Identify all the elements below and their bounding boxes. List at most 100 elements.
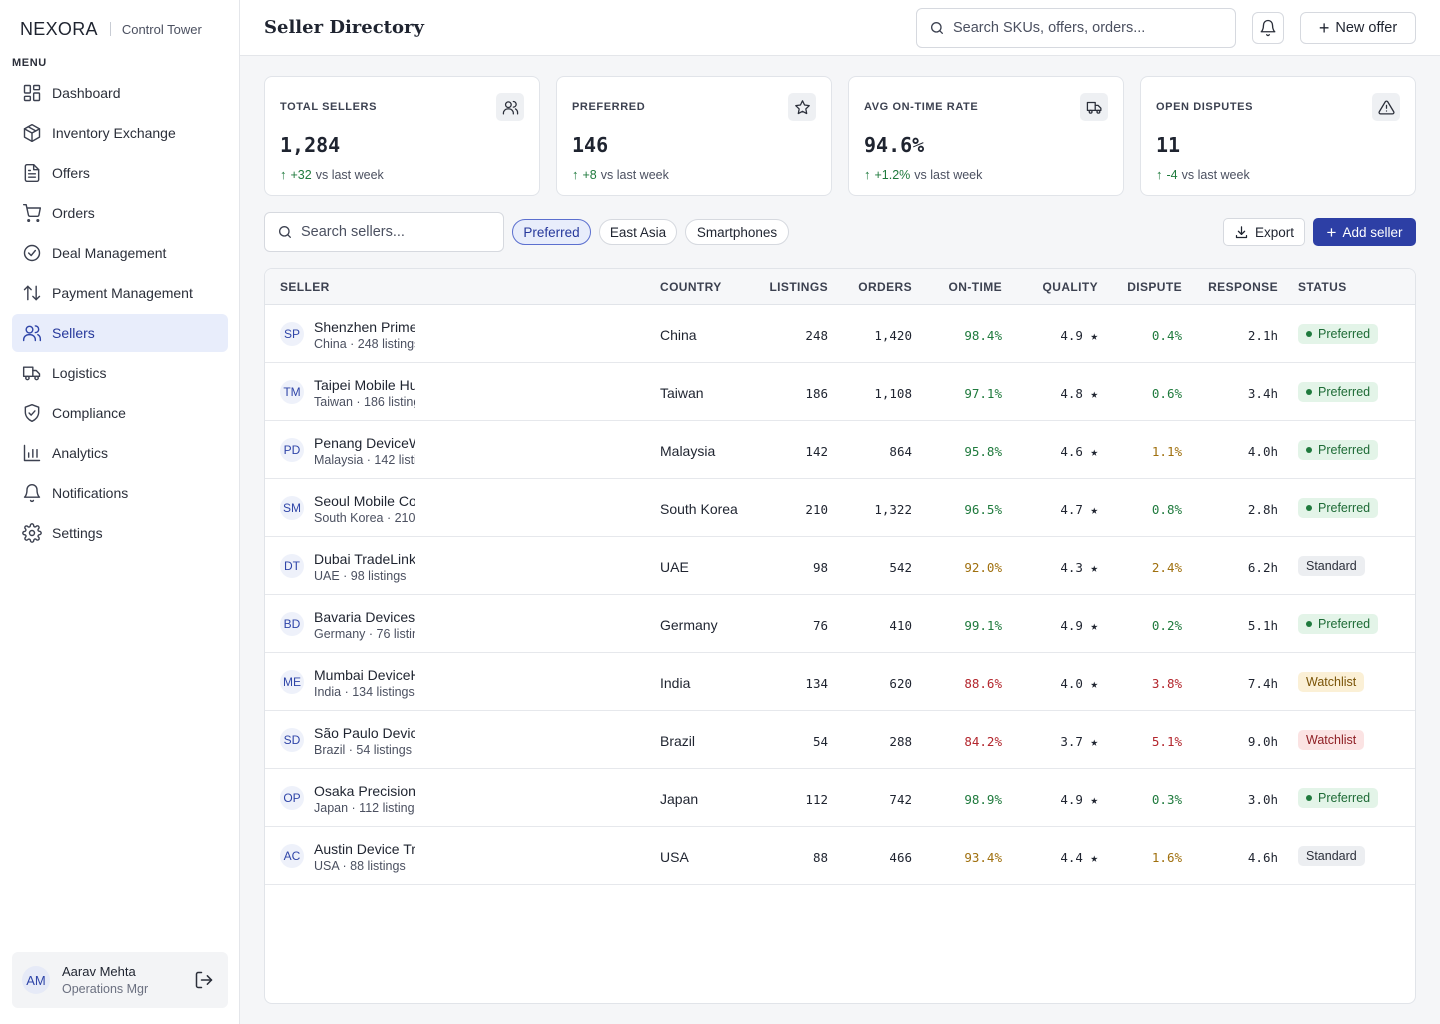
column-header-seller[interactable]: SELLER [280, 280, 330, 294]
filter-chip-east-asia[interactable]: East Asia [599, 219, 677, 245]
seller-dispute: 2.4% [1151, 560, 1182, 575]
bell-icon [22, 483, 42, 503]
global-search-input[interactable] [953, 20, 1223, 36]
seller-name[interactable]: Dubai TradeLink [314, 551, 415, 567]
seller-quality: 4.7 ★ [1060, 502, 1098, 517]
column-header-orders[interactable]: ORDERS [858, 280, 912, 294]
truck-icon [22, 363, 42, 383]
sidebar-item-label: Settings [52, 525, 103, 541]
seller-country: Brazil [660, 733, 696, 749]
table-row[interactable]: AC Austin Device Traders USA · 88 listings… [265, 827, 1415, 885]
add-seller-button[interactable]: + Add seller [1313, 218, 1416, 246]
export-button[interactable]: Export [1223, 218, 1305, 246]
seller-dispute: 5.1% [1151, 734, 1182, 749]
global-search[interactable] [916, 8, 1236, 48]
sidebar-item-analytics[interactable]: Analytics [12, 434, 228, 472]
stat-label: OPEN DISPUTES [1156, 101, 1254, 113]
bar-chart-icon [22, 443, 42, 463]
table-row[interactable]: OP Osaka Precision Japan · 112 listings Jap… [265, 769, 1415, 827]
sidebar-item-sellers[interactable]: Sellers [12, 314, 228, 352]
seller-search-input[interactable] [301, 224, 491, 240]
seller-orders: 288 [889, 734, 912, 749]
seller-country: Malaysia [660, 443, 716, 459]
logout-button[interactable] [192, 968, 216, 992]
sidebar-item-offers[interactable]: Offers [12, 154, 228, 192]
sidebar-item-logistics[interactable]: Logistics [12, 354, 228, 392]
seller-dispute: 1.1% [1151, 444, 1182, 459]
seller-country: South Korea [660, 501, 738, 517]
seller-name[interactable]: Osaka Precision [314, 783, 415, 799]
sidebar-item-payment-management[interactable]: Payment Management [12, 274, 228, 312]
seller-name[interactable]: Seoul Mobile Co [314, 493, 415, 509]
seller-avatar: ME [280, 670, 304, 694]
seller-country: UAE [660, 559, 689, 575]
sidebar-item-deal-management[interactable]: Deal Management [12, 234, 228, 272]
seller-name[interactable]: Penang DeviceWorks [314, 435, 415, 451]
seller-avatar: BD [280, 612, 304, 636]
seller-subtitle: Malaysia · 142 listings [314, 453, 415, 467]
table-row[interactable]: DT Dubai TradeLink UAE · 98 listings UAE 98 5… [265, 537, 1415, 595]
status-badge: Preferred [1298, 324, 1379, 344]
sidebar-item-notifications[interactable]: Notifications [12, 474, 228, 512]
table-row[interactable]: TM Taipei Mobile Hub Taiwan · 186 listings… [265, 363, 1415, 421]
table-row[interactable]: ME Mumbai DeviceHub India · 134 listings In… [265, 653, 1415, 711]
seller-name[interactable]: Taipei Mobile Hub [314, 377, 415, 393]
stat-card-avg-on-time: AVG ON-TIME RATE 94.6% ↑ +1.2% vs last wee… [848, 76, 1124, 196]
seller-response: 2.8h [1247, 502, 1278, 517]
table-row[interactable]: PD Penang DeviceWorks Malaysia · 142 listi… [265, 421, 1415, 479]
sidebar-item-orders[interactable]: Orders [12, 194, 228, 232]
table-row[interactable]: SD São Paulo Devices Brazil · 54 listings B… [265, 711, 1415, 769]
filter-chip-preferred[interactable]: Preferred [512, 219, 591, 245]
seller-avatar: OP [280, 786, 304, 810]
seller-search[interactable] [264, 212, 504, 252]
column-header-dispute[interactable]: DISPUTE [1127, 280, 1182, 294]
user-card: AM Aarav Mehta Operations Mgr [12, 952, 228, 1008]
seller-on-time: 95.8% [964, 444, 1002, 459]
notifications-button[interactable] [1252, 12, 1284, 44]
stat-value: 146 [572, 133, 609, 157]
seller-dispute: 3.8% [1151, 676, 1182, 691]
seller-listings: 76 [812, 618, 828, 633]
seller-orders: 1,420 [874, 328, 912, 343]
seller-name[interactable]: Shenzhen Prime [314, 319, 415, 335]
avatar[interactable]: AM [22, 966, 50, 994]
table-row[interactable]: BD Bavaria Devices Germany · 76 listings Ge… [265, 595, 1415, 653]
arrow-up-icon: ↑ [1156, 167, 1163, 182]
status-dot-icon [1306, 795, 1312, 801]
star-icon [788, 93, 816, 121]
status-badge: Preferred [1298, 614, 1379, 634]
seller-quality: 4.3 ★ [1060, 560, 1098, 575]
table-row[interactable]: SP Shenzhen Prime China · 248 listings Chin… [265, 305, 1415, 363]
seller-orders: 742 [889, 792, 912, 807]
status-dot-icon [1306, 331, 1312, 337]
seller-name[interactable]: São Paulo Devices [314, 725, 415, 741]
arrow-up-icon: ↑ [864, 167, 871, 182]
seller-name[interactable]: Mumbai DeviceHub [314, 667, 415, 683]
column-header-quality[interactable]: QUALITY [1042, 280, 1098, 294]
sidebar-item-settings[interactable]: Settings [12, 514, 228, 552]
sidebar-item-inventory-exchange[interactable]: Inventory Exchange [12, 114, 228, 152]
status-badge: Watchlist [1298, 672, 1365, 692]
seller-response: 3.0h [1247, 792, 1278, 807]
column-header-on-time[interactable]: ON-TIME [948, 280, 1002, 294]
column-header-country[interactable]: COUNTRY [660, 280, 722, 294]
sidebar-item-label: Sellers [52, 325, 95, 341]
filter-chip-smartphones[interactable]: Smartphones [685, 219, 789, 245]
column-header-status[interactable]: STATUS [1298, 280, 1347, 294]
status-dot-icon [1306, 447, 1312, 453]
column-header-response[interactable]: RESPONSE [1208, 280, 1278, 294]
brand-logo[interactable]: NEXORA [20, 18, 98, 39]
sidebar-item-dashboard[interactable]: Dashboard [12, 74, 228, 112]
brand: NEXORA Control Tower [20, 18, 202, 40]
new-offer-button[interactable]: + New offer [1300, 12, 1416, 44]
column-header-listings[interactable]: LISTINGS [769, 280, 828, 294]
seller-name[interactable]: Austin Device Traders [314, 841, 415, 857]
arrow-up-icon: ↑ [572, 167, 579, 182]
menu-title: MENU [12, 57, 47, 69]
seller-name[interactable]: Bavaria Devices [314, 609, 415, 625]
stat-label: PREFERRED [572, 101, 646, 113]
seller-response: 4.0h [1247, 444, 1278, 459]
table-row[interactable]: SM Seoul Mobile Co South Korea · 210 listi… [265, 479, 1415, 537]
sidebar-item-compliance[interactable]: Compliance [12, 394, 228, 432]
sidebar-item-label: Logistics [52, 365, 107, 381]
